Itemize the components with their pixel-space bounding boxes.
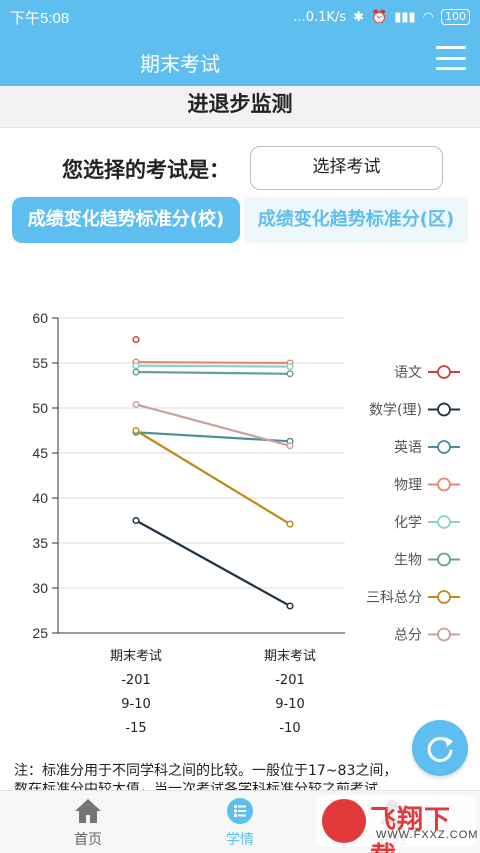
select-exam-button[interactable]: 选择考试 bbox=[250, 146, 443, 190]
data-point[interactable] bbox=[286, 602, 294, 610]
legend-marker[interactable] bbox=[437, 440, 451, 454]
signal-icon: ▮▮▮ bbox=[394, 9, 416, 25]
data-point[interactable] bbox=[286, 370, 294, 378]
tab-school-standard-score[interactable]: 成绩变化趋势标准分(校) bbox=[12, 197, 240, 243]
refresh-icon bbox=[427, 736, 453, 762]
series-line bbox=[135, 429, 291, 526]
status-icons: ...0.1K/s ✱ ⏰ ▮▮▮ ◠ 100 bbox=[293, 9, 470, 25]
x-category-label: 期末考试 bbox=[264, 649, 316, 664]
series-line bbox=[135, 364, 291, 368]
nav-item-home[interactable]: 首页 bbox=[28, 791, 148, 853]
legend-label: 语文 bbox=[394, 365, 422, 381]
y-tick-label: 40 bbox=[32, 490, 48, 506]
series-line bbox=[135, 361, 291, 365]
tab-district-standard-score[interactable]: 成绩变化趋势标准分(区) bbox=[244, 197, 468, 243]
y-tick-label: 50 bbox=[32, 400, 48, 416]
page-title: 期末考试 bbox=[140, 52, 220, 76]
y-tick-label: 45 bbox=[32, 445, 48, 461]
legend-marker[interactable] bbox=[437, 590, 451, 604]
data-point[interactable] bbox=[132, 400, 140, 408]
legend-marker[interactable] bbox=[437, 365, 451, 379]
bluetooth-icon: ✱ bbox=[353, 9, 364, 25]
data-point[interactable] bbox=[132, 336, 140, 344]
nav-item-study[interactable]: 学情 bbox=[180, 791, 300, 853]
legend-marker[interactable] bbox=[437, 627, 451, 642]
nav-bar: 期末考试 bbox=[0, 34, 480, 86]
x-category-label: 9-10 bbox=[275, 697, 305, 712]
legend-label: 物理 bbox=[394, 478, 422, 494]
y-tick-label: 60 bbox=[32, 310, 48, 326]
data-point[interactable] bbox=[132, 368, 140, 376]
status-bar: 下午5:08 ...0.1K/s ✱ ⏰ ▮▮▮ ◠ 100 bbox=[0, 0, 480, 34]
watermark-text: 飞翔下载 bbox=[370, 805, 452, 853]
y-tick-label: 25 bbox=[32, 625, 48, 641]
watermark-url: WWW.FXXZ.COM bbox=[376, 829, 479, 841]
network-speed: ...0.1K/s bbox=[293, 9, 347, 25]
status-time: 下午5:08 bbox=[10, 9, 70, 27]
x-category-label: -15 bbox=[125, 721, 146, 736]
exam-select-label: 您选择的考试是： bbox=[62, 158, 230, 182]
tab-row: 成绩变化趋势标准分(校) 成绩变化趋势标准分(区) bbox=[12, 197, 468, 243]
watermark-logo-icon bbox=[322, 799, 366, 843]
legend-marker[interactable] bbox=[437, 477, 451, 492]
nav-label-home: 首页 bbox=[74, 832, 102, 848]
x-category-label: -10 bbox=[279, 721, 300, 736]
y-tick-label: 55 bbox=[32, 355, 48, 371]
x-category-label: -201 bbox=[275, 673, 305, 688]
refresh-button[interactable] bbox=[412, 720, 468, 776]
data-point[interactable] bbox=[132, 426, 140, 435]
alarm-icon: ⏰ bbox=[371, 9, 388, 25]
legend-marker[interactable] bbox=[437, 402, 451, 417]
x-category-label: 9-10 bbox=[121, 697, 151, 712]
section-title: 进退步监测 bbox=[187, 92, 293, 116]
legend-marker[interactable] bbox=[437, 515, 451, 529]
data-point[interactable] bbox=[286, 442, 294, 450]
wifi-icon: ◠ bbox=[422, 9, 434, 25]
data-point[interactable] bbox=[286, 363, 294, 371]
legend-label: 总分 bbox=[394, 628, 422, 644]
x-category-label: -201 bbox=[121, 673, 151, 688]
nav-label-study: 学情 bbox=[226, 832, 254, 848]
trend-chart: 25 30 35 40 45 50 55 60 期末考试 -201 9-10 -15 期末考试 -201… bbox=[32, 310, 460, 736]
data-point[interactable] bbox=[132, 516, 140, 525]
x-category-label: 期末考试 bbox=[110, 649, 162, 664]
legend-label: 数学(理) bbox=[369, 403, 422, 419]
legend-marker[interactable] bbox=[437, 552, 451, 567]
series-line bbox=[135, 519, 291, 607]
legend-label: 化学 bbox=[394, 515, 422, 531]
legend-label: 英语 bbox=[394, 439, 422, 456]
watermark: 飞翔下载 WWW.FXXZ.COM bbox=[316, 795, 479, 853]
menu-icon[interactable] bbox=[436, 46, 466, 70]
legend-label: 三科总分 bbox=[366, 590, 422, 606]
series-line bbox=[135, 370, 291, 375]
section-header: 进退步监测 bbox=[0, 86, 480, 128]
data-point[interactable] bbox=[286, 520, 294, 528]
y-tick-label: 35 bbox=[32, 535, 48, 551]
note-text-continued: 数在标准分中较大值，当一次考试各学科标准分较之前考试 bbox=[14, 782, 378, 792]
data-point[interactable] bbox=[132, 362, 140, 370]
y-tick-label: 30 bbox=[32, 580, 48, 596]
list-icon bbox=[227, 798, 253, 824]
home-icon bbox=[75, 799, 101, 823]
series-line bbox=[135, 403, 291, 447]
battery-icon: 100 bbox=[441, 9, 470, 25]
legend-label: 生物 bbox=[394, 553, 422, 569]
note-text: 注：标准分用于不同学科之间的比较。一般位于17~83之间， bbox=[14, 763, 398, 779]
